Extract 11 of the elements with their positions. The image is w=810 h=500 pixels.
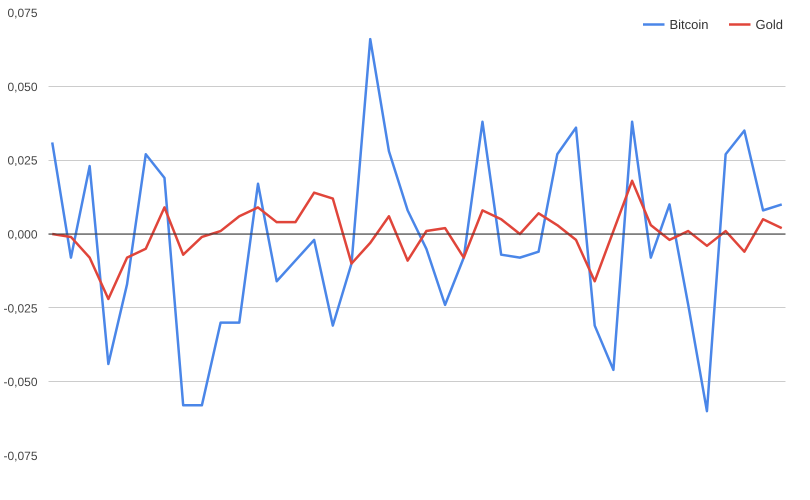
line-series [50, 38, 784, 412]
y-tick-label: -0,075 [3, 449, 38, 463]
y-tick-label: 0,000 [7, 228, 38, 242]
y-tick-label: -0,025 [3, 301, 38, 316]
y-tick-label: 0,075 [7, 6, 38, 20]
line-series [50, 180, 784, 300]
legend-label: Gold [756, 16, 783, 32]
legend-label: Bitcoin [670, 16, 709, 32]
y-tick-label: 0,050 [7, 80, 38, 94]
y-tick-label: -0,050 [3, 375, 38, 390]
y-tick-label: 0,025 [7, 154, 38, 168]
